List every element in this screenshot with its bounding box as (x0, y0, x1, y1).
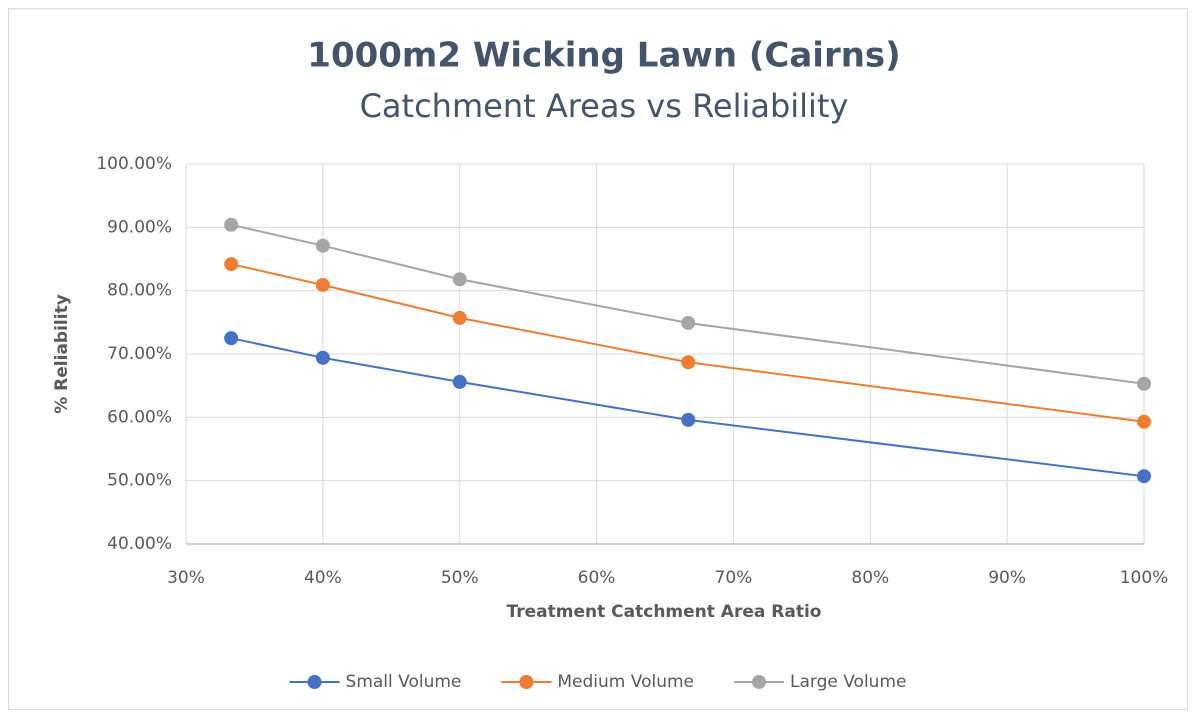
data-point (452, 272, 467, 287)
y-tick-label: 90.00% (107, 217, 172, 237)
data-point (452, 374, 467, 389)
y-tick-label: 50.00% (107, 471, 172, 491)
y-tick-label: 40.00% (107, 534, 172, 554)
x-tick-label: 90% (988, 568, 1026, 588)
data-point (681, 412, 696, 427)
x-tick-label: 40% (304, 568, 342, 588)
y-tick-label: 80.00% (107, 281, 172, 301)
data-point (224, 257, 239, 272)
data-point (1137, 469, 1151, 484)
data-point (224, 217, 239, 232)
x-tick-label: 50% (441, 568, 479, 588)
data-point (1137, 376, 1151, 391)
data-point (681, 315, 696, 330)
x-axis-title: Treatment Catchment Area Ratio (507, 602, 822, 622)
data-point (315, 277, 330, 292)
legend-label: Small Volume (346, 672, 462, 692)
y-tick-label: 100.00% (96, 154, 172, 174)
legend-label: Medium Volume (557, 672, 694, 692)
x-tick-label: 100% (1120, 568, 1169, 588)
data-point (224, 331, 239, 346)
legend-item: Small Volume (289, 672, 462, 692)
y-tick-label: 60.00% (107, 407, 172, 427)
chart-subtitle: Catchment Areas vs Reliability (360, 87, 849, 125)
data-point (315, 350, 330, 365)
y-axis-title: % Reliability (52, 294, 72, 414)
chart-title: 1000m2 Wicking Lawn (Cairns) (307, 36, 900, 76)
data-point (681, 355, 696, 370)
legend-label: Large Volume (790, 672, 906, 692)
x-tick-label: 70% (715, 568, 753, 588)
data-point (315, 238, 330, 253)
x-tick-label: 80% (851, 568, 889, 588)
data-point (452, 310, 467, 325)
legend-marker (307, 675, 322, 689)
legend-item: Medium Volume (501, 672, 694, 692)
x-tick-label: 30% (167, 568, 205, 588)
x-tick-label: 60% (578, 568, 616, 588)
legend-marker (519, 675, 534, 689)
legend-item: Large Volume (734, 672, 906, 692)
chart-border (8, 8, 1188, 710)
legend-marker (752, 675, 766, 689)
data-point (1137, 414, 1151, 429)
y-tick-label: 70.00% (107, 344, 172, 364)
